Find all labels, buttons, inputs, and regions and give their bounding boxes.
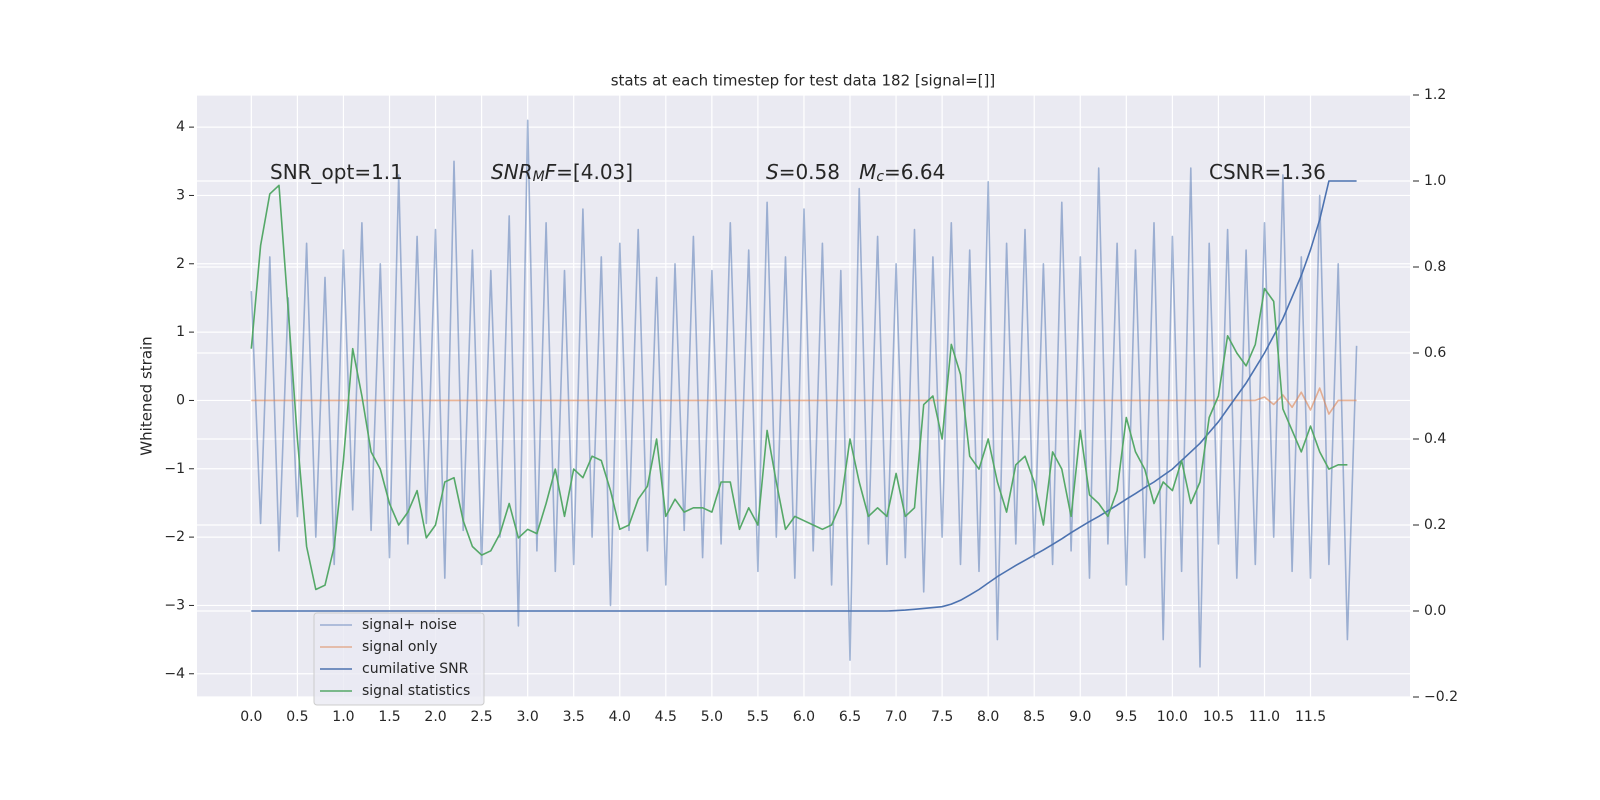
x-tick-label: 6.5: [839, 709, 861, 725]
legend-label: cumilative SNR: [362, 661, 469, 677]
x-tick-label: 4.5: [655, 709, 677, 725]
annotation-part: M: [533, 169, 545, 185]
annotation-part: M: [859, 160, 876, 184]
legend: signal+ noise signal only cumilative SNR si…: [313, 612, 485, 706]
x-tick-label: 1.0: [332, 709, 354, 725]
x-tick-label: 9.5: [1115, 709, 1137, 725]
y2-tick-label: 0.8: [1424, 259, 1446, 275]
annotation-part: =[4.03]: [556, 160, 633, 184]
y-tick-label: −2: [164, 529, 185, 545]
chart-title: stats at each timestep for test data 182…: [611, 72, 996, 90]
y-tick-label: 1: [176, 324, 185, 340]
annotation-part: c: [876, 169, 884, 185]
x-tick-label: 5.5: [747, 709, 769, 725]
x-tick-label: 9.0: [1069, 709, 1091, 725]
x-tick-label: 11.5: [1295, 709, 1326, 725]
series-line: [250, 119, 1358, 668]
legend-label: signal statistics: [362, 683, 470, 699]
series-line: [251, 387, 1357, 415]
y2-tick-label: 0.4: [1424, 431, 1446, 447]
annotation-part: S: [766, 160, 779, 184]
y-tick-label: −4: [164, 666, 185, 682]
annotation: SNR_opt=1.1: [270, 160, 403, 184]
x-tick-label: 1.5: [378, 709, 400, 725]
y-tick-label: 0: [176, 392, 185, 408]
x-tick-label: 8.0: [977, 709, 999, 725]
annotation-part: F: [545, 160, 557, 184]
x-tick-label: 8.5: [1023, 709, 1045, 725]
annotation-part: SNR: [491, 160, 533, 184]
legend-box: [313, 612, 485, 706]
grid: 0.0 0.5 1.0 1.5 2.0 2.5 3.0 3.5 4.0 4.5 5.0 5.5 6.0 6…: [164, 87, 1458, 725]
annotation: SNRMF=[4.03]: [491, 160, 633, 185]
x-tick-label: 11.0: [1249, 709, 1280, 725]
x-tick-label: 2.5: [470, 709, 492, 725]
x-tick-label: 5.0: [701, 709, 723, 725]
x-tick-label: 3.0: [517, 709, 539, 725]
x-tick-label: 10.0: [1157, 709, 1188, 725]
y-tick-label: 2: [176, 256, 185, 272]
annotation-part: SNR_opt=1.1: [270, 160, 403, 184]
annotation-part: =0.58: [779, 160, 859, 184]
series-line: [250, 184, 1348, 591]
x-tick-label: 6.0: [793, 709, 815, 725]
y2-tick-label: 0.2: [1424, 517, 1446, 533]
series-line: [251, 180, 1357, 612]
y2-tick-label: 1.2: [1424, 87, 1446, 103]
y-tick-label: −3: [164, 597, 185, 613]
annotations: SNR_opt=1.1 SNRMF=[4.03] S=0.58 Mc=6.64 CSN…: [270, 160, 1326, 185]
x-tick-label: 4.0: [609, 709, 631, 725]
annotation: CSNR=1.36: [1209, 160, 1326, 184]
y2-tick-label: 0.0: [1424, 603, 1446, 619]
y2-tick-label: −0.2: [1424, 689, 1458, 705]
y-tick-label: 3: [176, 187, 185, 203]
annotation-part: CSNR=1.36: [1209, 160, 1326, 184]
y-axis-label: Whitened strain: [138, 336, 156, 455]
y2-tick-label: 0.6: [1424, 345, 1446, 361]
x-tick-label: 7.5: [931, 709, 953, 725]
legend-label: signal+ noise: [362, 617, 457, 633]
x-tick-label: 2.0: [424, 709, 446, 725]
legend-label: signal only: [362, 639, 437, 655]
x-tick-label: 7.0: [885, 709, 907, 725]
annotation: S=0.58 Mc=6.64: [766, 160, 945, 185]
annotation-part: =6.64: [884, 160, 945, 184]
x-tick-label: 0.5: [286, 709, 308, 725]
y-tick-label: −1: [164, 461, 185, 477]
x-tick-label: 10.5: [1203, 709, 1234, 725]
y2-tick-label: 1.0: [1424, 173, 1446, 189]
lines: [250, 119, 1358, 668]
x-tick-label: 0.0: [240, 709, 262, 725]
y-tick-label: 4: [176, 119, 185, 135]
x-tick-label: 3.5: [563, 709, 585, 725]
